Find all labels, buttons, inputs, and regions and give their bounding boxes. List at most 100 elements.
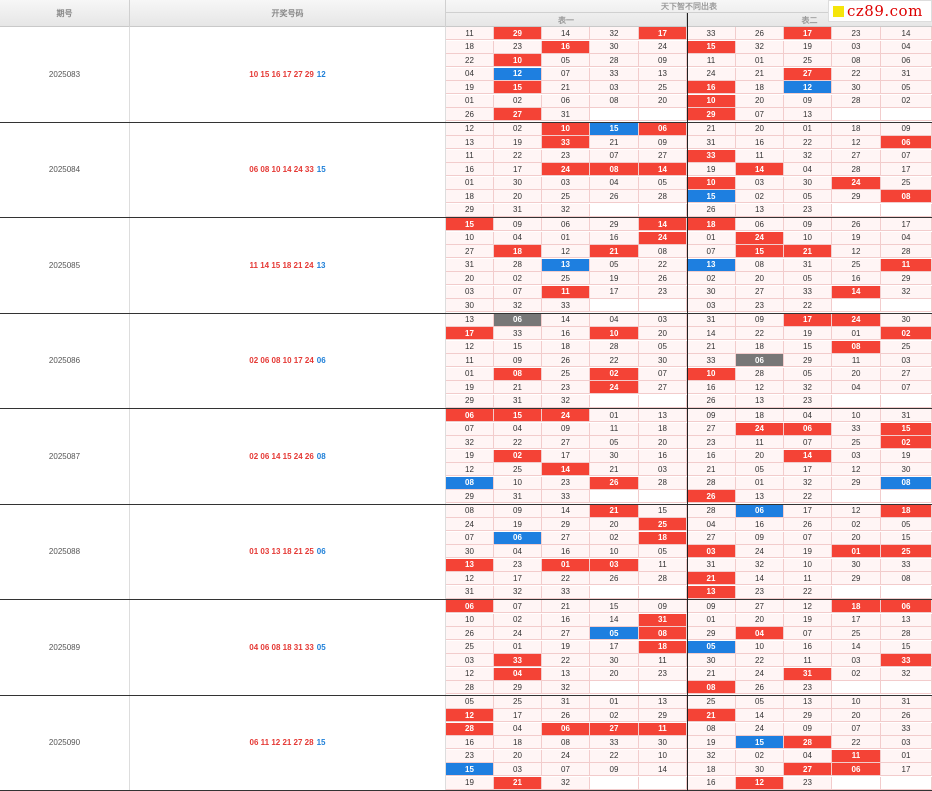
grid-cell: 18 bbox=[687, 763, 736, 776]
grid-cell: 17 bbox=[590, 640, 639, 654]
grid-cell: 26 bbox=[736, 27, 784, 40]
grid-cell: 15 bbox=[881, 640, 932, 654]
grid-row: 07 04 09 11 18 27 24 06 33 15 bbox=[446, 422, 932, 436]
grid-cell: 33 bbox=[784, 285, 832, 299]
grid-row: 03 07 11 17 23 30 27 33 14 32 bbox=[446, 285, 932, 299]
issue-number: 2025086 bbox=[0, 313, 130, 408]
grid-cell: 23 bbox=[784, 681, 832, 694]
grid-cell bbox=[881, 394, 932, 408]
grid-cell: 27 bbox=[542, 531, 590, 545]
grid-cell: 16 bbox=[542, 40, 590, 54]
grid-cell: 30 bbox=[446, 299, 494, 312]
grid-cell: 09 bbox=[784, 722, 832, 736]
grid-cell: 28 bbox=[639, 476, 687, 490]
grid-cell: 15 bbox=[494, 340, 542, 354]
grid-cell: 20 bbox=[639, 436, 687, 449]
grid-cell bbox=[639, 490, 687, 503]
grid-cell: 03 bbox=[446, 654, 494, 667]
grid-cell: 02 bbox=[881, 327, 932, 340]
grid-cell: 05 bbox=[542, 54, 590, 67]
grid-cell: 26 bbox=[687, 394, 736, 408]
grid-cell: 24 bbox=[736, 545, 784, 558]
grid-cell: 23 bbox=[784, 394, 832, 408]
grid-cell: 14 bbox=[687, 327, 736, 340]
grid-cell: 08 bbox=[881, 572, 932, 585]
grid-row: 07 06 27 02 18 27 09 07 20 15 bbox=[446, 531, 932, 545]
grid-cell: 22 bbox=[542, 572, 590, 585]
grid-cell: 12 bbox=[446, 667, 494, 681]
blue-ball: 13 bbox=[316, 260, 326, 270]
grid-cell: 27 bbox=[494, 108, 542, 121]
grid-cell: 20 bbox=[639, 327, 687, 340]
grid-cell: 32 bbox=[736, 558, 784, 572]
grid-cell: 01 bbox=[832, 327, 881, 340]
grid-cell: 24 bbox=[832, 313, 881, 327]
grid-cell: 07 bbox=[784, 627, 832, 640]
grid-row: 22 10 05 28 09 11 01 25 08 06 bbox=[446, 54, 932, 67]
grid-cell: 01 bbox=[736, 54, 784, 67]
grid-cell: 10 bbox=[687, 176, 736, 190]
issue-number: 2025088 bbox=[0, 504, 130, 599]
grid-cell: 07 bbox=[832, 722, 881, 736]
grid-cell: 19 bbox=[784, 40, 832, 54]
grid-cell: 21 bbox=[687, 709, 736, 722]
grid-row: 18 23 16 30 24 15 32 19 03 04 bbox=[446, 40, 932, 54]
grid-cell: 17 bbox=[832, 613, 881, 627]
grid-cell: 30 bbox=[590, 449, 639, 463]
grid-cell: 32 bbox=[494, 585, 542, 599]
grid-cell: 33 bbox=[687, 149, 736, 163]
grid-cell: 09 bbox=[736, 531, 784, 545]
issue-group: 2025083 10 15 16 17 27 29 12 11 29 14 32 17 33 26… bbox=[0, 27, 932, 123]
grid-cell: 18 bbox=[494, 245, 542, 258]
grid-cell bbox=[590, 203, 639, 217]
grid-row: 12 04 13 20 23 21 24 31 02 32 bbox=[446, 667, 932, 681]
grid-cell: 33 bbox=[881, 558, 932, 572]
grid-cell: 09 bbox=[639, 54, 687, 67]
grid-cell: 26 bbox=[590, 476, 639, 490]
grid-cell: 22 bbox=[446, 54, 494, 67]
grid-cell: 02 bbox=[494, 94, 542, 108]
draw-numbers: 02 06 08 10 17 24 06 bbox=[130, 313, 446, 408]
grid-cell: 02 bbox=[687, 272, 736, 285]
grid-cell: 07 bbox=[446, 531, 494, 545]
grid-cell: 32 bbox=[542, 394, 590, 408]
grid-cell: 01 bbox=[832, 545, 881, 558]
grid-cell: 14 bbox=[542, 313, 590, 327]
grid-row: 19 02 17 30 16 16 20 14 03 19 bbox=[446, 449, 932, 463]
grid-cell: 06 bbox=[881, 600, 932, 613]
grid-cell: 09 bbox=[881, 122, 932, 136]
grid-cell: 27 bbox=[639, 149, 687, 163]
grid-cell: 29 bbox=[784, 354, 832, 367]
grid-cell: 17 bbox=[494, 572, 542, 585]
grid-cell: 16 bbox=[784, 640, 832, 654]
grid-cell: 04 bbox=[784, 749, 832, 763]
grid-cell: 18 bbox=[736, 340, 784, 354]
grid-cell: 26 bbox=[736, 681, 784, 694]
grid-cell: 08 bbox=[881, 190, 932, 203]
grid-row: 18 20 25 26 28 15 02 05 29 08 bbox=[446, 190, 932, 203]
grid-cell: 22 bbox=[832, 736, 881, 749]
grid-cell: 10 bbox=[590, 545, 639, 558]
grid-cell: 12 bbox=[832, 245, 881, 258]
grid-cell: 20 bbox=[446, 272, 494, 285]
grid-cell: 16 bbox=[590, 231, 639, 245]
grid-cell: 12 bbox=[446, 709, 494, 722]
grid-cell: 33 bbox=[542, 585, 590, 599]
grid-cell: 12 bbox=[784, 600, 832, 613]
grid-cell: 09 bbox=[687, 600, 736, 613]
grid-cell: 15 bbox=[590, 122, 639, 136]
grid-cell: 06 bbox=[542, 94, 590, 108]
grid-cell: 16 bbox=[446, 736, 494, 749]
site-logo[interactable]: cz89.com bbox=[828, 0, 932, 22]
grid-cell: 02 bbox=[881, 436, 932, 449]
grid-cell: 13 bbox=[542, 667, 590, 681]
grid-cell: 25 bbox=[832, 436, 881, 449]
issue-number: 2025090 bbox=[0, 695, 130, 790]
grid-cell: 18 bbox=[832, 600, 881, 613]
grid-cell: 24 bbox=[590, 381, 639, 394]
grid-cell: 05 bbox=[687, 640, 736, 654]
grid-cell: 25 bbox=[494, 695, 542, 709]
grid-cell: 03 bbox=[881, 736, 932, 749]
grid-cell bbox=[832, 681, 881, 694]
grid-cell: 25 bbox=[832, 258, 881, 272]
